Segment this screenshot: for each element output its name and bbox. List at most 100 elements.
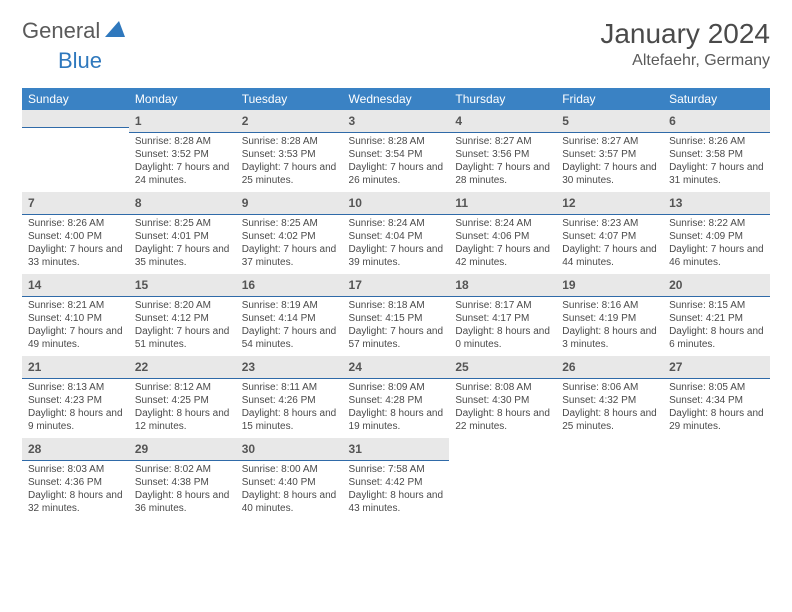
day-number-bar: 11 [449, 192, 556, 215]
weekday-header: Sunday [22, 88, 129, 110]
day-details: Sunrise: 8:26 AMSunset: 4:00 PMDaylight:… [22, 215, 129, 273]
day-details: Sunrise: 8:28 AMSunset: 3:54 PMDaylight:… [343, 133, 450, 191]
day-number-bar: 4 [449, 110, 556, 133]
day-number-bar: 3 [343, 110, 450, 133]
calendar-day-cell [556, 438, 663, 520]
location: Altefaehr, Germany [600, 52, 770, 70]
calendar-day-cell: 17 Sunrise: 8:18 AMSunset: 4:15 PMDayligh… [343, 274, 450, 356]
calendar-week-row: 28 Sunrise: 8:03 AMSunset: 4:36 PMDayligh… [22, 438, 770, 520]
title-block: January 2024 Altefaehr, Germany [600, 18, 770, 70]
logo-text-general: General [22, 18, 100, 44]
calendar-day-cell: 22Sunrise: 8:12 AMSunset: 4:25 PMDayligh… [129, 356, 236, 438]
day-number-bar: 10 [343, 192, 450, 215]
day-number-bar: 28 [22, 438, 129, 461]
day-number-bar: 14 [22, 274, 129, 297]
day-details: Sunrise: 8:27 AMSunset: 3:56 PMDaylight:… [449, 133, 556, 191]
day-details: Sunrise: 8:19 AMSunset: 4:14 PMDaylight:… [236, 297, 343, 355]
weekday-header: Friday [556, 88, 663, 110]
day-number: 3 [349, 114, 356, 128]
calendar-day-cell [663, 438, 770, 520]
calendar-week-row: 1Sunrise: 8:28 AMSunset: 3:52 PMDaylight… [22, 110, 770, 192]
day-details: Sunrise: 8:22 AMSunset: 4:09 PMDaylight:… [663, 215, 770, 273]
day-number: 27 [669, 360, 682, 374]
calendar-day-cell: 24Sunrise: 8:09 AMSunset: 4:28 PMDayligh… [343, 356, 450, 438]
day-number-bar: 25 [449, 356, 556, 379]
day-number-bar: 15 [129, 274, 236, 297]
logo: General [22, 18, 127, 44]
calendar-day-cell: 15Sunrise: 8:20 AMSunset: 4:12 PMDayligh… [129, 274, 236, 356]
day-number-bar: 19 [556, 274, 663, 297]
calendar-day-cell: 19 Sunrise: 8:16 AMSunset: 4:19 PMDayligh… [556, 274, 663, 356]
day-number-bar: 12 [556, 192, 663, 215]
calendar-day-cell: 26 Sunrise: 8:06 AMSunset: 4:32 PMDayligh… [556, 356, 663, 438]
calendar-table: Sunday Monday Tuesday Wednesday Thursday… [22, 88, 770, 520]
day-details: Sunrise: 8:06 AMSunset: 4:32 PMDaylight:… [556, 379, 663, 437]
day-number-bar: 24 [343, 356, 450, 379]
day-details: Sunrise: 8:12 AMSunset: 4:25 PMDaylight:… [129, 379, 236, 437]
logo-triangle-icon [105, 21, 125, 42]
day-details: Sunrise: 8:18 AMSunset: 4:15 PMDaylight:… [343, 297, 450, 355]
day-number: 9 [242, 196, 249, 210]
weekday-header: Saturday [663, 88, 770, 110]
weekday-header-row: Sunday Monday Tuesday Wednesday Thursday… [22, 88, 770, 110]
day-number: 13 [669, 196, 682, 210]
day-details: Sunrise: 8:16 AMSunset: 4:19 PMDaylight:… [556, 297, 663, 355]
day-number: 28 [28, 442, 41, 456]
day-number: 4 [455, 114, 462, 128]
day-details: Sunrise: 8:03 AMSunset: 4:36 PMDaylight:… [22, 461, 129, 519]
calendar-day-cell: 8 Sunrise: 8:25 AMSunset: 4:01 PMDaylight… [129, 192, 236, 274]
day-details: Sunrise: 8:28 AMSunset: 3:53 PMDaylight:… [236, 133, 343, 191]
day-details: Sunrise: 8:11 AMSunset: 4:26 PMDaylight:… [236, 379, 343, 437]
calendar-page: General January 2024 Altefaehr, Germany … [0, 0, 792, 538]
calendar-day-cell: 12Sunrise: 8:23 AMSunset: 4:07 PMDayligh… [556, 192, 663, 274]
calendar-day-cell: 2 Sunrise: 8:28 AMSunset: 3:53 PMDaylight… [236, 110, 343, 192]
calendar-day-cell: 11Sunrise: 8:24 AMSunset: 4:06 PMDayligh… [449, 192, 556, 274]
day-number-bar: 26 [556, 356, 663, 379]
day-number: 7 [28, 196, 35, 210]
day-number: 2 [242, 114, 249, 128]
day-number-bar: 9 [236, 192, 343, 215]
day-details: Sunrise: 8:24 AMSunset: 4:04 PMDaylight:… [343, 215, 450, 273]
day-number-bar: 1 [129, 110, 236, 133]
calendar-day-cell: 30Sunrise: 8:00 AMSunset: 4:40 PMDayligh… [236, 438, 343, 520]
calendar-day-cell: 3 Sunrise: 8:28 AMSunset: 3:54 PMDaylight… [343, 110, 450, 192]
calendar-day-cell: 10 Sunrise: 8:24 AMSunset: 4:04 PMDayligh… [343, 192, 450, 274]
day-number: 10 [349, 196, 362, 210]
calendar-day-cell: 5Sunrise: 8:27 AMSunset: 3:57 PMDaylight… [556, 110, 663, 192]
calendar-day-cell: 4 Sunrise: 8:27 AMSunset: 3:56 PMDaylight… [449, 110, 556, 192]
day-number-bar: 27 [663, 356, 770, 379]
calendar-day-cell [22, 110, 129, 192]
day-number-bar: 5 [556, 110, 663, 133]
calendar-day-cell: 9Sunrise: 8:25 AMSunset: 4:02 PMDaylight… [236, 192, 343, 274]
day-number: 29 [135, 442, 148, 456]
day-number-bar: 6 [663, 110, 770, 133]
month-title: January 2024 [600, 18, 770, 50]
weekday-header: Wednesday [343, 88, 450, 110]
day-number-bar: 20 [663, 274, 770, 297]
calendar-week-row: 7 Sunrise: 8:26 AMSunset: 4:00 PMDaylight… [22, 192, 770, 274]
day-number: 6 [669, 114, 676, 128]
day-details: Sunrise: 8:25 AMSunset: 4:01 PMDaylight:… [129, 215, 236, 273]
day-number-bar: 30 [236, 438, 343, 461]
day-number: 17 [349, 278, 362, 292]
day-details: Sunrise: 8:15 AMSunset: 4:21 PMDaylight:… [663, 297, 770, 355]
calendar-day-cell: 20Sunrise: 8:15 AMSunset: 4:21 PMDayligh… [663, 274, 770, 356]
day-number: 11 [455, 196, 468, 210]
day-number-bar: 8 [129, 192, 236, 215]
calendar-body: 1Sunrise: 8:28 AMSunset: 3:52 PMDaylight… [22, 110, 770, 520]
weekday-header: Monday [129, 88, 236, 110]
day-number: 26 [562, 360, 575, 374]
day-number-bar: 31 [343, 438, 450, 461]
day-details: Sunrise: 8:02 AMSunset: 4:38 PMDaylight:… [129, 461, 236, 519]
day-number: 31 [349, 442, 362, 456]
empty-day-bar [22, 110, 129, 128]
calendar-day-cell: 16Sunrise: 8:19 AMSunset: 4:14 PMDayligh… [236, 274, 343, 356]
day-number-bar: 21 [22, 356, 129, 379]
day-number: 8 [135, 196, 142, 210]
day-details: Sunrise: 8:23 AMSunset: 4:07 PMDaylight:… [556, 215, 663, 273]
calendar-day-cell [449, 438, 556, 520]
day-details: Sunrise: 8:08 AMSunset: 4:30 PMDaylight:… [449, 379, 556, 437]
weekday-header: Tuesday [236, 88, 343, 110]
day-number: 19 [562, 278, 575, 292]
day-number-bar: 2 [236, 110, 343, 133]
